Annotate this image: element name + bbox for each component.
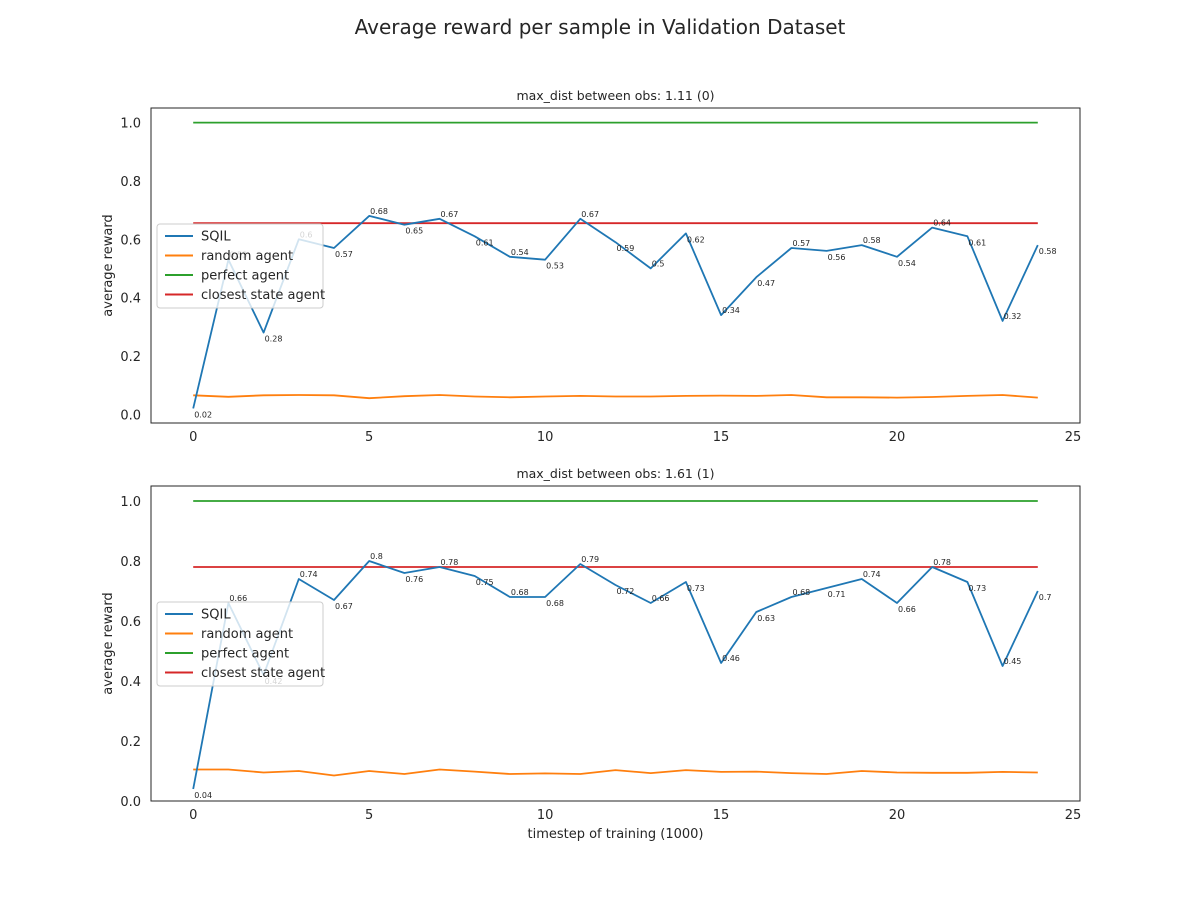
y-tick-label: 0.8 (120, 555, 141, 570)
subplot-title: max_dist between obs: 1.11 (0) (516, 88, 714, 103)
data-label: 0.68 (546, 599, 564, 608)
data-label: 0.34 (722, 306, 740, 315)
data-label: 0.5 (652, 259, 665, 268)
x-tick-label: 5 (365, 430, 373, 445)
x-tick-label: 20 (889, 430, 906, 445)
y-tick-label: 0.8 (120, 175, 141, 190)
y-tick-label: 0.4 (120, 675, 141, 690)
data-label: 0.72 (617, 587, 635, 596)
data-label: 0.66 (652, 594, 670, 603)
data-label: 0.58 (1039, 247, 1057, 256)
subplot-title: max_dist between obs: 1.61 (1) (516, 466, 714, 481)
y-tick-label: 1.0 (120, 117, 141, 132)
data-label: 0.74 (863, 570, 881, 579)
y-axis-label: average reward (101, 592, 116, 694)
subplot-bottom: max_dist between obs: 1.61 (1) 0 5 10 15 20 25… (101, 466, 1081, 842)
data-label: 0.67 (441, 210, 459, 219)
y-tick-label: 0.0 (120, 408, 141, 423)
data-label: 0.68 (370, 207, 388, 216)
data-label: 0.61 (476, 238, 494, 247)
data-label: 0.04 (194, 791, 212, 800)
y-tick-label: 0.0 (120, 795, 141, 810)
series-line-sqil (192, 214, 1039, 409)
data-label: 0.66 (229, 594, 247, 603)
y-tick-label: 0.2 (120, 350, 141, 365)
data-label: 0.47 (757, 279, 775, 288)
figure-title: Average reward per sample in Validation … (355, 15, 846, 39)
plot-frame (150, 485, 1081, 802)
data-label: 0.78 (441, 558, 459, 567)
data-label: 0.68 (511, 588, 529, 597)
legend-label: random agent (201, 627, 293, 642)
data-label: 0.67 (581, 210, 599, 219)
legend-label: perfect agent (201, 269, 289, 284)
x-tick-label: 10 (537, 808, 554, 823)
x-tick-label: 15 (713, 430, 730, 445)
data-label: 0.32 (1004, 312, 1022, 321)
y-tick-label: 0.4 (120, 292, 141, 307)
data-label: 0.76 (405, 575, 423, 584)
data-label: 0.56 (828, 253, 846, 262)
data-label: 0.68 (792, 588, 810, 597)
data-label: 0.8 (370, 552, 383, 561)
data-label: 0.46 (722, 654, 740, 663)
y-axis-label: average reward (101, 214, 116, 316)
data-label: 0.67 (335, 602, 353, 611)
x-tick-label: 10 (537, 430, 554, 445)
data-label: 0.28 (265, 335, 283, 344)
legend-label: closest state agent (201, 666, 325, 681)
x-tick-label: 15 (713, 808, 730, 823)
data-label: 0.73 (687, 584, 705, 593)
data-label: 0.53 (546, 262, 564, 271)
x-tick-label: 0 (189, 808, 197, 823)
data-label: 0.02 (194, 410, 212, 419)
y-tick-label: 0.6 (120, 233, 141, 248)
series-line-random-agent (193, 768, 1038, 777)
legend-label: perfect agent (201, 647, 289, 662)
data-label: 0.61 (968, 238, 986, 247)
legend-box (156, 601, 324, 687)
legend-label: SQIL (201, 230, 231, 245)
data-label: 0.54 (898, 259, 916, 268)
plot-frame (150, 107, 1081, 424)
data-label: 0.74 (300, 570, 318, 579)
y-tick-label: 1.0 (120, 495, 141, 510)
data-label: 0.75 (476, 578, 494, 587)
legend-label: closest state agent (201, 288, 325, 303)
data-label: 0.62 (687, 235, 705, 244)
series-line-random-agent (193, 394, 1038, 400)
data-label: 0.59 (617, 244, 635, 253)
data-label: 0.63 (757, 614, 775, 623)
x-tick-label: 25 (1065, 808, 1082, 823)
data-label: 0.79 (581, 555, 599, 564)
legend-box (156, 223, 324, 309)
x-tick-label: 0 (189, 430, 197, 445)
data-label: 0.45 (1004, 657, 1022, 666)
data-label: 0.54 (511, 248, 529, 257)
x-axis-label: timestep of training (1000) (527, 827, 703, 842)
series-line-sqil (192, 560, 1039, 790)
data-label: 0.71 (828, 590, 846, 599)
x-tick-label: 25 (1065, 430, 1082, 445)
data-label: 0.66 (898, 605, 916, 614)
legend-label: random agent (201, 249, 293, 264)
y-tick-label: 0.2 (120, 735, 141, 750)
x-tick-label: 5 (365, 808, 373, 823)
data-label: 0.57 (335, 250, 353, 259)
data-label: 0.73 (968, 584, 986, 593)
data-label: 0.58 (863, 236, 881, 245)
x-tick-label: 20 (889, 808, 906, 823)
subplot-top: max_dist between obs: 1.11 (0) 0 5 10 15 20 25… (101, 88, 1081, 445)
legend-label: SQIL (201, 608, 231, 623)
data-label: 0.65 (405, 227, 423, 236)
y-tick-label: 0.6 (120, 615, 141, 630)
data-label: 0.7 (1039, 593, 1052, 602)
data-label: 0.64 (933, 219, 951, 228)
data-label: 0.78 (933, 558, 951, 567)
data-label: 0.57 (792, 239, 810, 248)
